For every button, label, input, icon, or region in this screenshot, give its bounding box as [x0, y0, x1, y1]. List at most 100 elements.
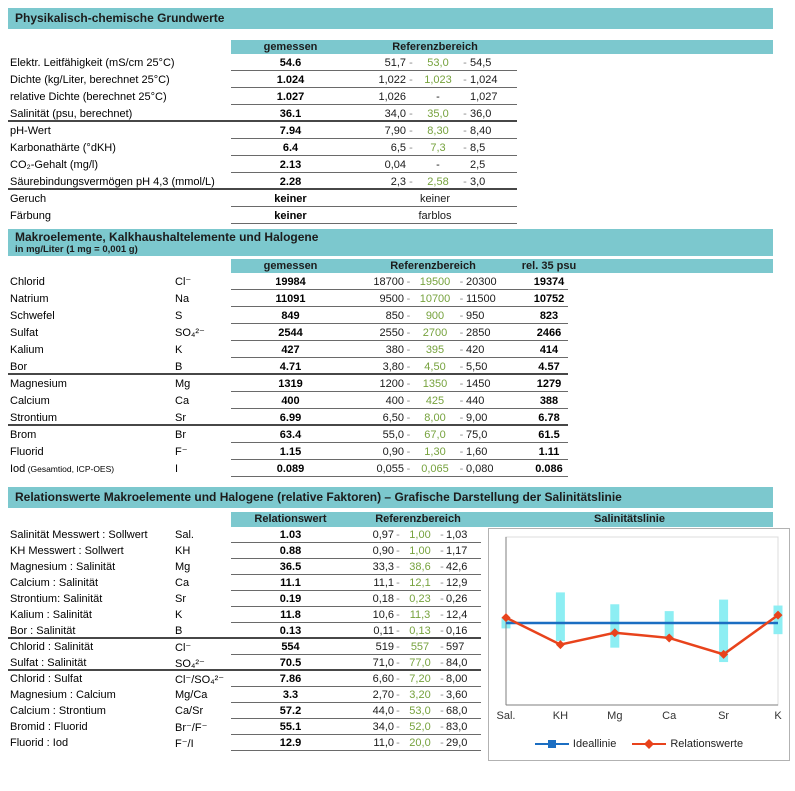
row-symbol: KH — [175, 545, 191, 557]
rel-35psu-value: 6.78 — [538, 411, 560, 424]
row-label: Geruch — [10, 192, 47, 205]
reference-band-KH — [555, 592, 565, 641]
reference-range: 850-900-950 — [385, 309, 485, 322]
measured-value: 0.19 — [279, 593, 302, 605]
rel-35psu-value: 4.57 — [538, 360, 560, 373]
row-label: Karbonathärte (°dKH) — [10, 141, 116, 154]
measured-value: 6.99 — [279, 411, 302, 424]
reference-range: 0,18-0,23-0,26 — [372, 593, 468, 605]
table-row: Säurebindungsvermögen pH 4,3 (mmol/L) 2.… — [8, 173, 773, 190]
row-symbol: I — [175, 462, 179, 475]
row-symbol: Sr — [175, 411, 186, 424]
relations-marker-Mg — [610, 628, 620, 638]
rel-35psu-value: 1.11 — [538, 445, 560, 458]
column-header-gemessen: gemessen — [263, 41, 318, 53]
row-symbol: F⁻/I — [175, 737, 194, 750]
row-symbol: F⁻ — [175, 446, 188, 458]
table-row: Kalium K 427 380-395-420 414 — [8, 341, 773, 358]
measured-value: 7.94 — [279, 124, 302, 137]
reference-range: 0,11-0,13-0,16 — [373, 625, 468, 637]
row-label: Natrium — [10, 292, 49, 305]
measured-value: 400 — [281, 394, 300, 407]
section-relations: Relationswerte Makroelemente und Halogen… — [8, 487, 773, 751]
row-label: relative Dichte (berechnet 25°C) — [10, 90, 167, 103]
measured-value: 3.3 — [282, 689, 299, 701]
measured-value: 1.15 — [279, 445, 302, 458]
row-symbol: Na — [175, 292, 190, 305]
row-symbol: Sr — [175, 593, 186, 605]
section-title: Physikalisch-chemische Grundwerte — [8, 8, 773, 29]
legend-line-diamond-icon — [632, 739, 667, 749]
row-label: Fluorid — [10, 445, 44, 458]
category-label-Ca: Ca — [662, 710, 677, 722]
reference-range: 0,055-0,065-0,080 — [376, 462, 494, 475]
reference-range: 55,0-67,0-75,0 — [382, 428, 488, 441]
row-label: Bor — [10, 360, 28, 373]
column-header-referenzbereich: Referenzbereich — [392, 41, 478, 53]
measured-value: 55.1 — [279, 721, 302, 733]
rel-35psu-value: 388 — [539, 394, 559, 407]
measured-value: 36.5 — [279, 561, 302, 573]
reference-range: 3,80-4,50-5,50 — [382, 360, 488, 373]
table-row: Schwefel S 849 850-900-950 823 — [8, 307, 773, 324]
measured-value: 1.03 — [279, 529, 302, 541]
row-label: pH-Wert — [10, 124, 51, 137]
reference-range: 6,60-7,20-8,00 — [372, 673, 468, 685]
reference-range: 44,0-53,0-68,0 — [372, 705, 468, 717]
category-label-KH: KH — [553, 710, 568, 722]
reference-range: 9500-10700-11500 — [379, 292, 496, 305]
measured-value: 554 — [281, 641, 300, 653]
table-row: Bromid : Fluorid Br⁻/F⁻ 55.1 34,0-52,0-8… — [8, 719, 773, 735]
measured-value: keiner — [274, 209, 307, 222]
reference-band-Mg — [610, 604, 620, 648]
measured-value: 57.2 — [279, 705, 302, 717]
row-label: Fluorid : Iod — [10, 737, 69, 749]
rel-35psu-value: 2466 — [536, 326, 562, 339]
measured-value: 19984 — [275, 275, 306, 288]
reference-band-Ca — [664, 611, 674, 638]
relations-line — [505, 614, 779, 656]
measured-value: 0.089 — [276, 462, 305, 475]
table-row: Kalium : Salinität K 11.8 10,6-11,3-12,4 — [8, 607, 773, 623]
table-row: Natrium Na 11091 9500-10700-11500 10752 — [8, 290, 773, 307]
table-row: Chlorid : Sulfat Cl⁻/SO₄²⁻ 7.86 6,60-7,2… — [8, 671, 773, 687]
legend-label: Ideallinie — [572, 738, 617, 750]
column-header-band: gemessen Referenzbereich rel. 35 psu — [231, 259, 773, 273]
reference-range: farblos — [418, 209, 452, 222]
measured-value: 2.28 — [279, 175, 302, 188]
table-row: relative Dichte (berechnet 25°C) 1.027 1… — [8, 88, 773, 105]
relations-marker-Ca — [664, 633, 674, 643]
column-header-relationswert: Relationswert — [254, 513, 327, 525]
reference-range: 1200-1350-1450 — [379, 377, 491, 390]
row-label: Salinität Messwert : Sollwert — [10, 529, 148, 541]
rel-35psu-value: 1279 — [536, 377, 562, 390]
column-header-referenzbereich: Referenzbereich — [390, 260, 476, 272]
reference-range: 0,90-1,00-1,17 — [372, 545, 468, 557]
measured-value: 0.88 — [279, 545, 302, 557]
reference-range: 0,90-1,30-1,60 — [382, 445, 488, 458]
row-symbol: Br⁻/F⁻ — [175, 721, 208, 734]
table-row: Magnesium Mg 1319 1200-1350-1450 1279 — [8, 375, 773, 392]
row-label: Elektr. Leitfähigkeit (mS/cm 25°C) — [10, 56, 175, 69]
row-label: Schwefel — [10, 309, 55, 322]
reference-range: 34,0-52,0-83,0 — [372, 721, 468, 733]
reference-range: 2550-2700-2850 — [379, 326, 491, 339]
table-row: Calcium Ca 400 400-425-440 388 — [8, 392, 773, 409]
row-symbol: Br — [175, 428, 186, 441]
row-label: Magnesium : Salinität — [10, 561, 116, 573]
row-symbol: S — [175, 309, 183, 322]
legend-item-ideallinie: Ideallinie — [534, 738, 617, 750]
measured-value: keiner — [274, 192, 307, 205]
row-symbol: Mg — [175, 561, 191, 573]
table-row: Chlorid Cl⁻ 19984 18700-19500-20300 1937… — [8, 273, 773, 290]
reference-range: 18700-19500-20300 — [373, 275, 497, 288]
macroelements-table: Chlorid Cl⁻ 19984 18700-19500-20300 1937… — [8, 273, 773, 477]
rel-35psu-value: 10752 — [533, 292, 565, 305]
category-label-Sr: Sr — [718, 710, 729, 722]
measured-value: 1.024 — [276, 73, 305, 86]
row-symbol: SO₄²⁻ — [175, 657, 205, 670]
table-row: Calcium : Strontium Ca/Sr 57.2 44,0-53,0… — [8, 703, 773, 719]
row-symbol: Mg — [175, 377, 191, 390]
table-row: Salinität Messwert : Sollwert Sal. 1.03 … — [8, 527, 773, 543]
